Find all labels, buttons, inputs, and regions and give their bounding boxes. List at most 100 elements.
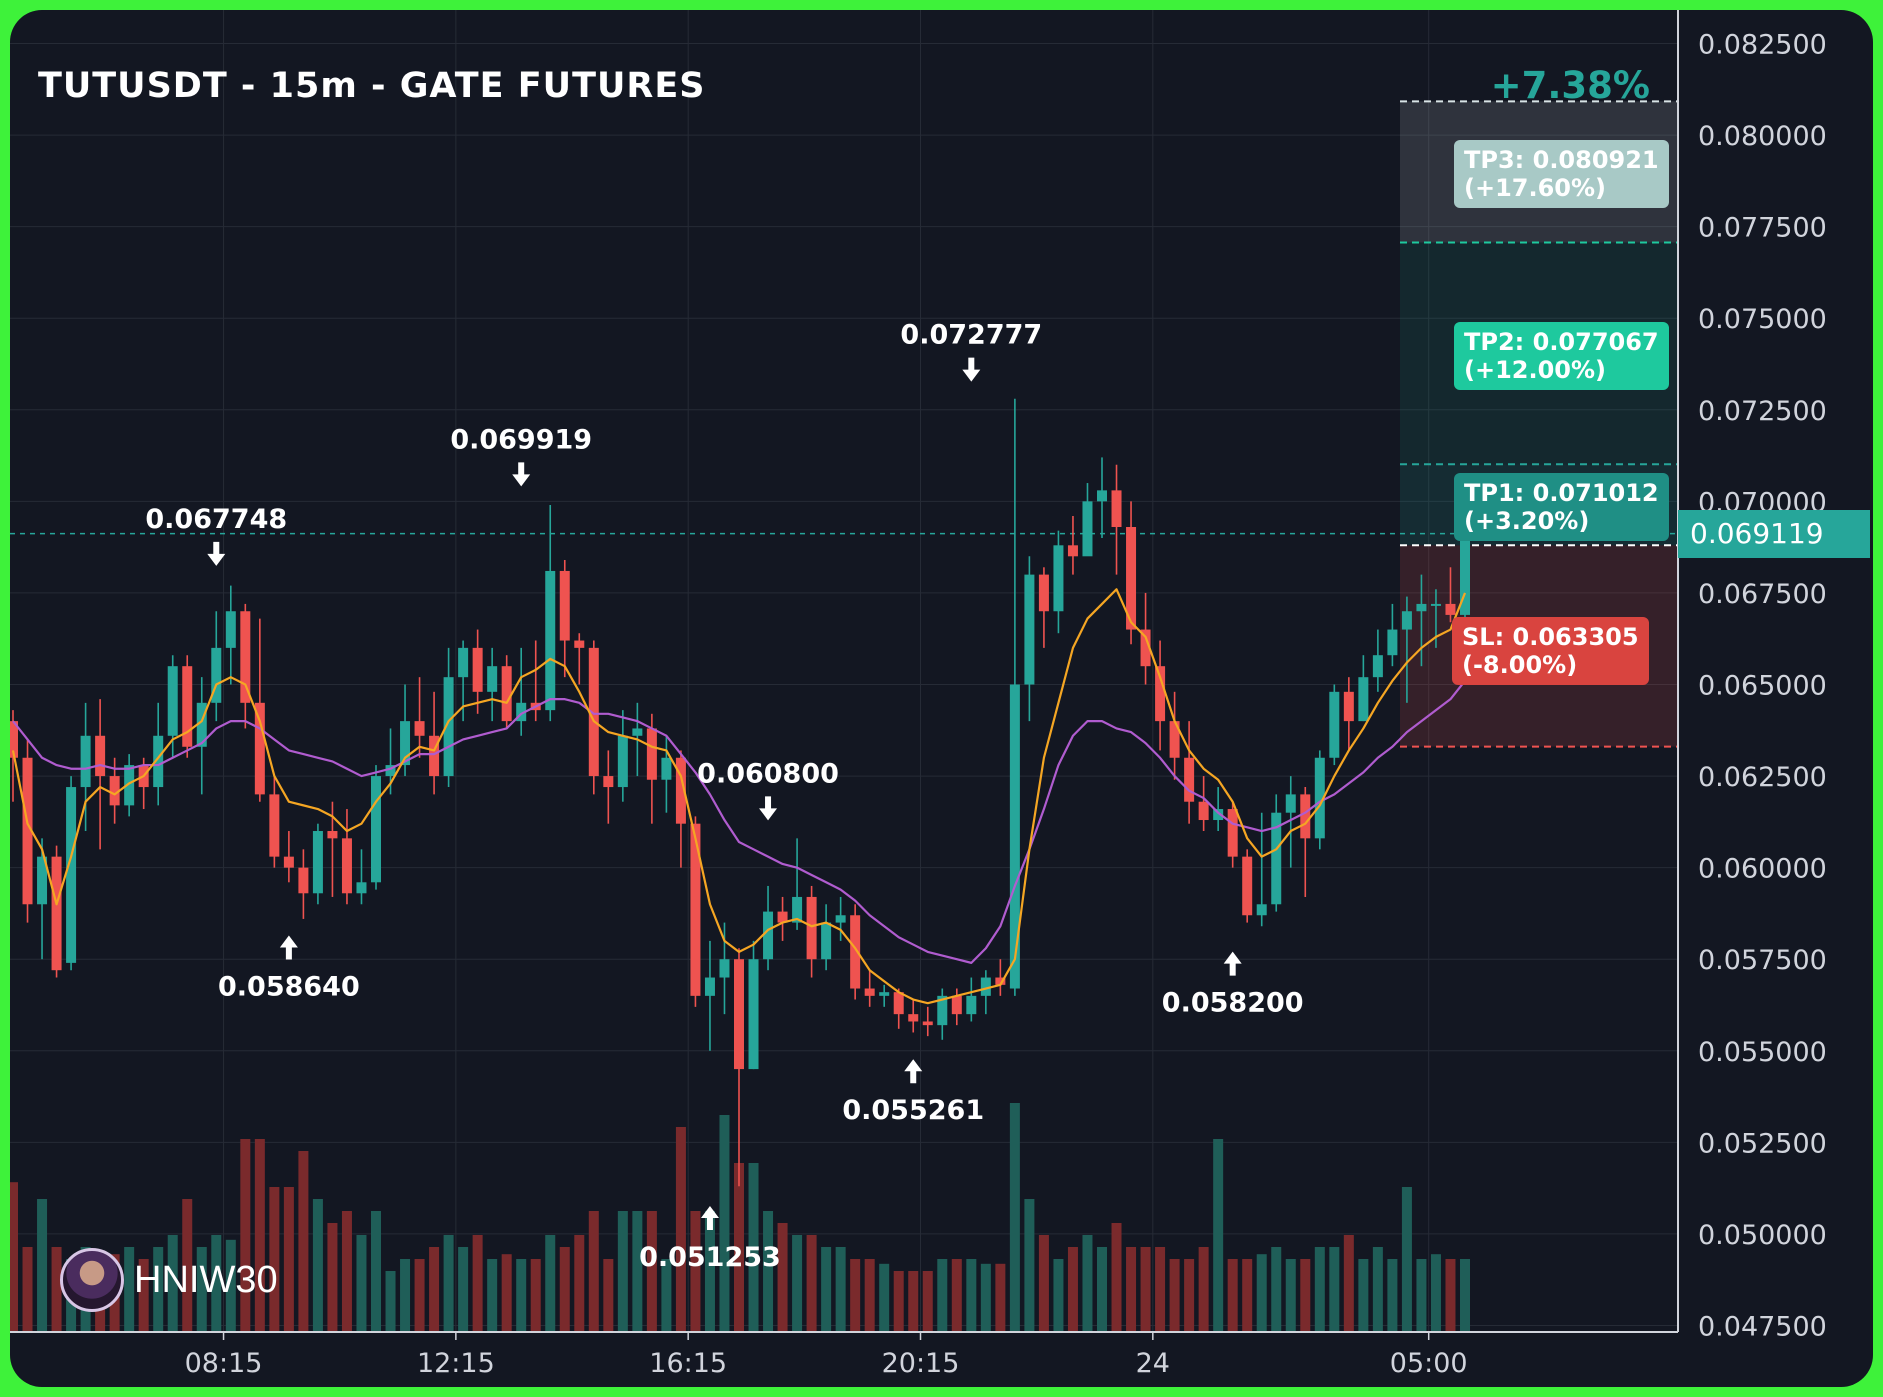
candle-body — [400, 721, 411, 766]
volume-bar — [588, 1211, 599, 1331]
volume-bar — [196, 1247, 207, 1331]
candle-body — [734, 959, 744, 1070]
chart-title: TUTUSDT - 15m - GATE FUTURES — [38, 66, 706, 106]
candle-body — [603, 776, 614, 788]
tp3-text: TP3: 0.080921 — [1464, 146, 1659, 174]
candle-body — [66, 787, 77, 963]
low-label: 0.058200 — [1162, 988, 1304, 1019]
candle-body — [922, 1021, 933, 1026]
watermark: HNIW30 — [60, 1248, 278, 1312]
volume-bar — [1169, 1259, 1180, 1331]
volume-bar — [1184, 1259, 1195, 1331]
candle-body — [1038, 574, 1049, 612]
volume-bar — [400, 1259, 411, 1331]
candle-body — [835, 915, 846, 923]
change-percent: +7.38% — [1490, 64, 1650, 107]
candle-body — [1169, 721, 1180, 758]
volume-bar — [1300, 1259, 1311, 1331]
candle-body — [1082, 501, 1093, 557]
x-tick-label: 12:15 — [417, 1348, 495, 1379]
candle-body — [821, 922, 832, 960]
candle-body — [1140, 629, 1151, 667]
moving-averages — [11, 588, 1467, 1005]
candle-body — [792, 896, 803, 923]
volume-bar — [283, 1187, 294, 1331]
y-tick-label: 0.067500 — [1698, 579, 1827, 610]
candle-body — [1460, 534, 1470, 615]
volume-bar — [545, 1235, 556, 1331]
candle-body — [632, 728, 643, 736]
candle-body — [748, 959, 759, 1070]
candle-body — [1227, 809, 1238, 857]
volume-bar — [240, 1139, 251, 1331]
volume-bar — [850, 1259, 861, 1331]
ema-fast-line — [11, 588, 1467, 1005]
volume-bar — [371, 1211, 381, 1331]
volume-bar — [1314, 1247, 1325, 1331]
candle-body — [1358, 677, 1369, 722]
candle-body — [1242, 856, 1253, 916]
volume-bar — [443, 1235, 454, 1331]
volume-bar — [1140, 1247, 1151, 1331]
volume-bar — [1067, 1247, 1078, 1331]
candle-body — [545, 570, 556, 711]
candle-body — [153, 735, 164, 788]
arrow-up-icon — [904, 1059, 923, 1084]
current-price-tag: 0.069119 — [1678, 509, 1870, 558]
volume-bar — [1198, 1247, 1209, 1331]
volume-bar — [966, 1259, 977, 1331]
y-tick-label: 0.082500 — [1698, 30, 1827, 61]
volume-bar — [719, 1115, 730, 1331]
tp3-label: TP3: 0.080921 (+17.60%) — [1454, 140, 1669, 208]
volume-bar — [1460, 1259, 1470, 1331]
low-label: 0.058640 — [218, 971, 360, 1002]
candle-body — [109, 776, 120, 806]
volume-bar — [646, 1211, 657, 1331]
volume-bar — [821, 1247, 832, 1331]
chart-frame: 0.067748 0.058640 0.069919 0.060800 0.051253… — [10, 10, 1873, 1387]
candle-body — [1314, 757, 1325, 839]
candle-body — [196, 702, 207, 747]
candle-body — [22, 757, 33, 905]
volume-bar — [153, 1247, 164, 1331]
volume-bar — [661, 1259, 672, 1331]
candle-body — [269, 794, 280, 857]
ema-slow-line — [12, 680, 1466, 964]
y-tick-label: 0.062500 — [1698, 762, 1827, 793]
tp1-pct: (+3.20%) — [1464, 507, 1590, 535]
y-tick-label: 0.055000 — [1698, 1037, 1827, 1068]
candle-body — [1053, 545, 1064, 612]
arrow-up-icon — [279, 935, 298, 960]
candle-body — [1343, 691, 1354, 722]
volume-bar — [864, 1259, 875, 1331]
candle-body — [501, 666, 512, 722]
candle-body — [385, 765, 396, 777]
volume-bar — [980, 1263, 991, 1331]
candle-body — [443, 677, 454, 777]
candle-body — [1300, 794, 1311, 839]
volume-bar — [225, 1239, 236, 1331]
volume-bar — [1285, 1259, 1296, 1331]
volume-bar — [1329, 1247, 1340, 1331]
volume-bar — [516, 1259, 527, 1331]
volume-bar — [951, 1259, 962, 1331]
candle-body — [617, 735, 628, 788]
y-tick-label: 0.072500 — [1698, 396, 1827, 427]
candle-body — [1329, 691, 1340, 758]
candle-body — [298, 867, 309, 894]
y-tick-label: 0.065000 — [1698, 671, 1827, 702]
candle-body — [574, 640, 585, 648]
x-tick-label: 24 — [1136, 1348, 1170, 1379]
candle-body — [908, 1014, 919, 1022]
volume-bar — [574, 1235, 585, 1331]
candle-body — [458, 647, 469, 678]
volume-bar — [298, 1151, 309, 1331]
volume-bar — [10, 1182, 18, 1331]
volume-bar — [138, 1259, 149, 1331]
sl-pct: (-8.00%) — [1462, 651, 1578, 679]
volume-bar — [1401, 1187, 1412, 1331]
candle-body — [1430, 603, 1441, 606]
volume-bar — [356, 1235, 367, 1331]
volume-bar — [792, 1235, 803, 1331]
candle-body — [371, 776, 381, 883]
